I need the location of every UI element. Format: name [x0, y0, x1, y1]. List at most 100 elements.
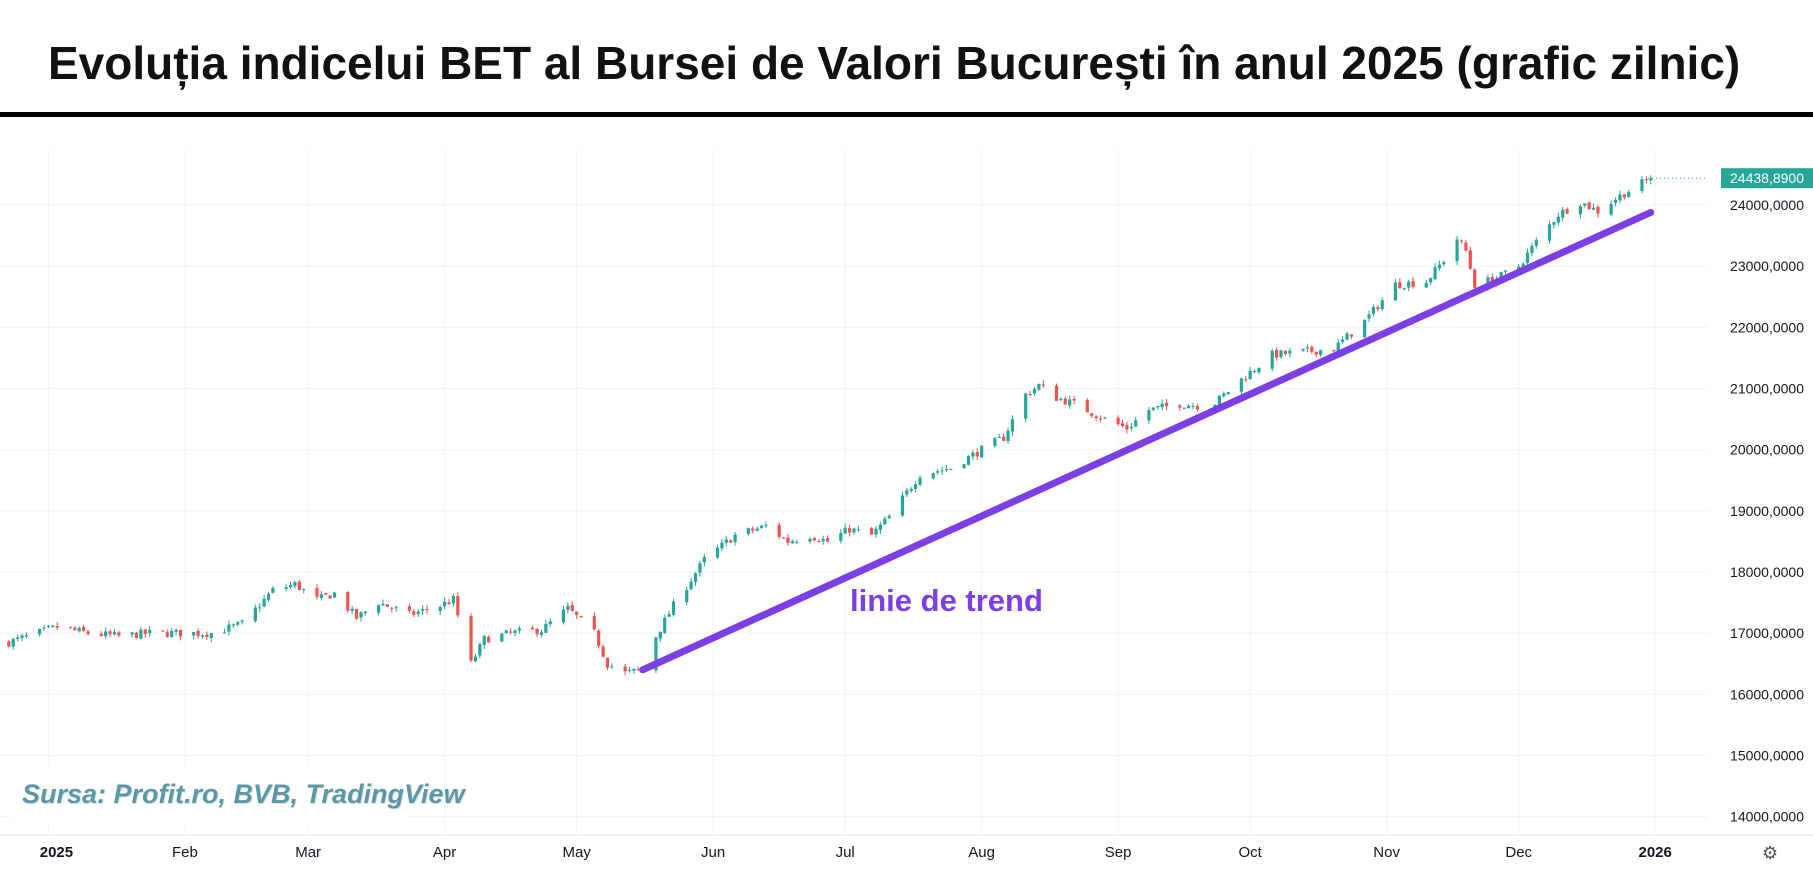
candle-body — [139, 629, 143, 639]
candle-body — [605, 657, 610, 668]
candle-body — [1649, 178, 1653, 181]
candle-body — [936, 471, 940, 473]
candle-body — [227, 624, 231, 632]
candle-body — [808, 538, 812, 542]
candle-body — [1085, 400, 1089, 413]
candle-body — [900, 495, 905, 516]
candle-body — [1517, 266, 1521, 271]
candle-body — [720, 542, 724, 549]
candle-body — [940, 470, 944, 472]
candle-body — [1609, 203, 1613, 215]
candle-body — [68, 626, 73, 628]
candle-body — [473, 656, 478, 662]
candle-body — [1103, 417, 1107, 419]
candle-body — [266, 593, 271, 600]
candle-body — [1398, 282, 1402, 289]
candle-body — [1336, 342, 1340, 352]
x-tick-label: Oct — [1239, 844, 1263, 861]
candle-body — [359, 612, 363, 618]
last-price-badge — [1721, 168, 1813, 189]
candle-body — [77, 627, 81, 632]
x-tick-label: 2026 — [1638, 844, 1671, 861]
candle-body — [856, 529, 861, 531]
x-tick-label: Feb — [172, 844, 198, 861]
candle-body — [1490, 277, 1494, 284]
candle-body — [1613, 200, 1618, 203]
candle-body — [1191, 406, 1195, 408]
candle-body — [870, 528, 874, 535]
title-divider — [0, 112, 1813, 117]
candle-body — [795, 541, 799, 543]
candle-body — [117, 632, 121, 636]
candle-body — [1587, 202, 1591, 210]
candle-body — [997, 437, 1001, 439]
candle-body — [46, 626, 51, 628]
candle-body — [161, 630, 165, 632]
candle-body — [751, 528, 755, 531]
candle-body — [1556, 216, 1560, 223]
candle-body — [1407, 281, 1411, 288]
candle-body — [447, 602, 451, 605]
candle-body — [1248, 370, 1252, 380]
candle-body — [825, 538, 830, 542]
candle-body — [905, 490, 909, 495]
candle-body — [478, 644, 482, 656]
candle-body — [570, 604, 574, 611]
x-tick-label: Nov — [1373, 844, 1400, 861]
candle-body — [980, 445, 984, 458]
candle-body — [73, 627, 77, 631]
chart-title: Evoluția indicelui BET al Bursei de Valo… — [48, 37, 1741, 89]
candle-body — [297, 581, 301, 590]
candle-body — [385, 604, 389, 607]
candle-body — [790, 541, 794, 544]
candle-body — [222, 632, 227, 634]
candle-body — [632, 668, 636, 671]
candle-body — [685, 589, 689, 603]
candle-body — [663, 617, 667, 633]
candle-body — [271, 588, 275, 593]
candle-body — [966, 456, 971, 465]
candle-body — [1090, 413, 1094, 416]
candle-body — [412, 611, 416, 615]
candle-body — [654, 637, 658, 671]
candle-body — [407, 606, 411, 611]
candle-body — [843, 527, 847, 534]
candle-body — [1640, 179, 1644, 192]
candle-body — [1310, 346, 1314, 352]
candle-body — [420, 608, 425, 611]
candle-body — [517, 628, 522, 631]
gear-icon[interactable]: ⚙ — [1762, 843, 1779, 863]
candle-body — [1503, 270, 1508, 272]
candle-body — [1037, 384, 1041, 390]
candle-body — [949, 468, 953, 470]
candle-body — [601, 646, 605, 657]
candle-body — [1367, 314, 1371, 319]
candle-body — [1622, 194, 1626, 198]
candle-body — [38, 628, 42, 635]
candle-body — [1618, 194, 1622, 201]
candle-body — [209, 633, 213, 639]
candle-body — [667, 614, 671, 617]
candle-body — [1437, 264, 1442, 269]
y-tick-label: 23000,0000 — [1730, 258, 1804, 274]
candle-body — [170, 631, 174, 637]
candle-body — [1473, 269, 1477, 288]
candle-body — [332, 592, 337, 598]
candle-body — [1279, 350, 1283, 358]
candle-body — [1521, 263, 1525, 268]
candle-body — [284, 587, 288, 589]
candle-body — [1349, 334, 1354, 337]
candle-body — [1178, 405, 1182, 408]
candle-body — [874, 528, 878, 535]
candle-body — [693, 573, 698, 583]
candle-body — [1129, 426, 1133, 429]
x-tick-label: Sep — [1105, 844, 1132, 861]
candle-body — [579, 616, 583, 618]
candle-body — [504, 630, 508, 634]
candle-body — [1059, 398, 1063, 401]
candle-body — [781, 537, 786, 539]
candle-body — [174, 629, 178, 632]
candle-body — [1442, 262, 1446, 265]
candle-body — [658, 631, 662, 639]
